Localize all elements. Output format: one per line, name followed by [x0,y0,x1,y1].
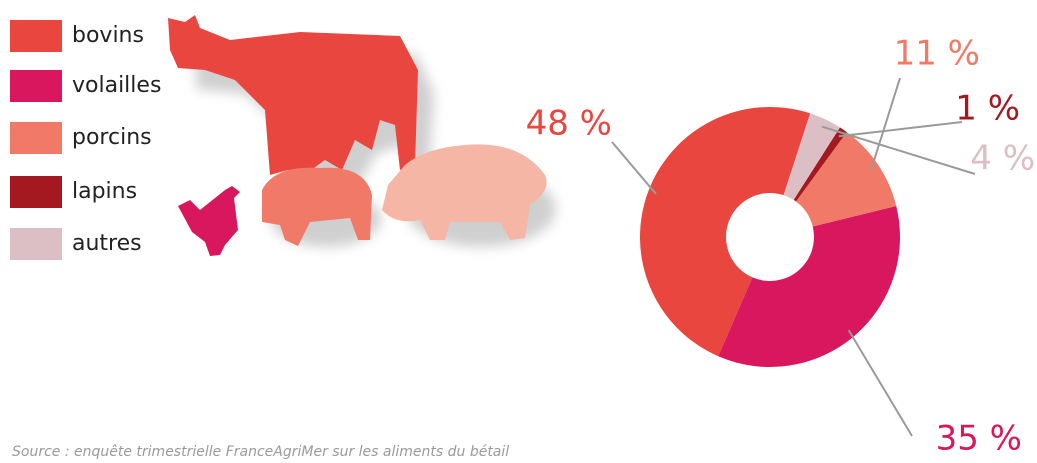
source-note: Source : enquête trimestrielle FranceAgr… [12,444,509,459]
legend-swatch [10,176,62,208]
leader-line [847,329,913,437]
value-label: 11 % [894,34,980,74]
legend-label: autres [72,231,142,256]
legend-swatch [10,228,62,260]
value-label: 1 % [955,89,1020,129]
legend-label: volailles [72,73,161,98]
donut-slice [718,205,900,368]
value-label: 4 % [970,139,1035,179]
donut-slice [795,132,897,227]
legend-swatch [10,122,62,154]
legend-label: bovins [72,23,144,48]
leader-line [821,125,976,175]
legend-label: lapins [72,179,137,204]
legend-label: porcins [72,125,152,150]
leader-line [870,77,901,170]
donut-slice [793,127,847,202]
leader-line [611,141,657,195]
legend-swatch [10,20,62,52]
donut-slice [639,106,811,357]
animal-illustration [168,15,556,256]
value-label: 48 % [526,104,612,144]
leader-line [838,121,963,138]
donut-slice [783,113,840,200]
value-label: 35 % [936,419,1022,459]
legend-swatch [10,70,62,102]
